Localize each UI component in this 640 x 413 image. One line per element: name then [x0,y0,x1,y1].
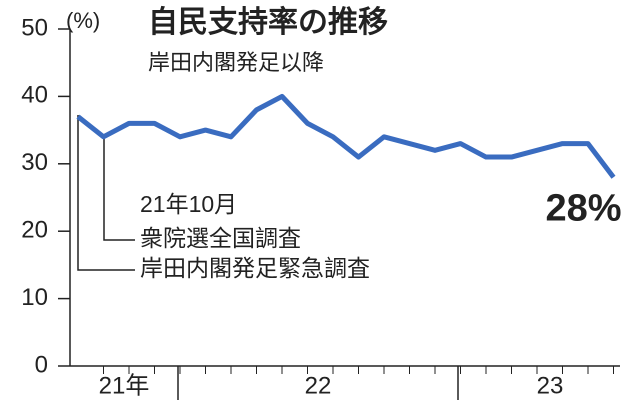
callout-line [103,135,135,241]
y-tick-label: 20 [21,217,48,244]
callout-line [77,115,135,271]
annotation: 岸田内閣発足緊急調査 [140,255,370,281]
annotation: 21年10月 [140,191,237,217]
y-tick-label: 30 [21,149,48,176]
chart-subtitle: 岸田内閣発足以降 [148,50,324,75]
year-label: 21年 [99,372,150,399]
y-tick-label: 10 [21,284,48,311]
value-label: 28% [545,187,621,229]
line-series [76,93,616,179]
year-label: 23 [537,372,564,399]
y-tick-label: 0 [35,351,48,378]
annotation: 衆院選全国調査 [140,225,301,251]
y-tick-label: 50 [21,14,48,41]
y-tick-label: 40 [21,82,48,109]
y-axis-label: (%) [66,8,100,33]
year-label: 22 [305,372,332,399]
chart-title: 自民支持率の推移 [148,6,388,39]
